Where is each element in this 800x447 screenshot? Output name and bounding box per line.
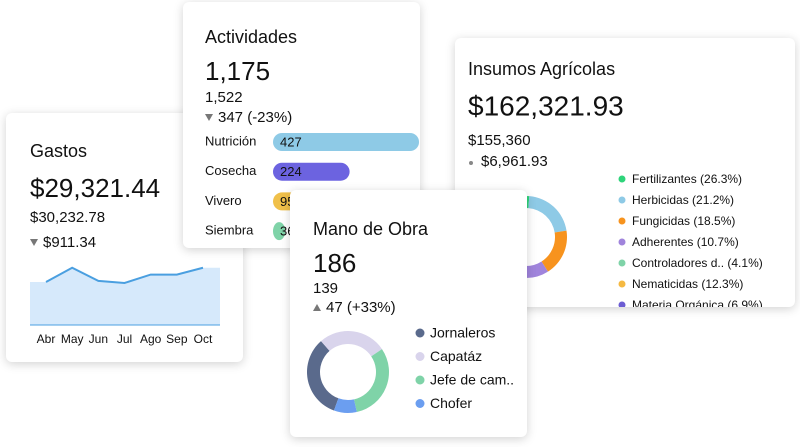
donut-segment [320, 331, 382, 357]
legend-label: Controladores d.. (4.1%) [632, 256, 763, 270]
trend-neutral [469, 161, 473, 165]
bar-category: Nutrición [205, 133, 256, 148]
change-value: $911.34 [43, 234, 96, 251]
trend-up [313, 304, 321, 311]
card-title: Actividades [205, 27, 297, 47]
card-title: Mano de Obra [313, 219, 429, 239]
donut-segment [541, 230, 567, 272]
x-tick-label: May [61, 332, 84, 346]
card-svg: Gastos $29,321.44 $30,232.78 $911.34 Abr May J… [30, 141, 220, 346]
x-tick-label: Jul [117, 332, 132, 346]
donut-segment [528, 196, 567, 233]
legend-dot [618, 196, 626, 204]
legend-label: Jornaleros [430, 325, 495, 341]
donut-segment [521, 261, 548, 278]
legend-dot [415, 399, 425, 408]
change-value: $6,961.93 [481, 153, 548, 170]
card-svg: Actividades 1,175 1,522 347 (-23%) Nutrición… [205, 27, 420, 241]
card-svg: Mano de Obra 186 139 47 (+33%) Jornaleros Cap… [307, 219, 514, 413]
x-tick-label: Abr [37, 332, 56, 346]
previous-value: 1,522 [205, 89, 243, 106]
area-line [45, 266, 204, 285]
legend-dot [618, 175, 626, 183]
x-tick-label: Ago [140, 332, 162, 346]
legend-label: Chofer [430, 395, 472, 411]
card-title: Gastos [30, 141, 87, 161]
trend-down [205, 114, 213, 121]
bar [273, 222, 286, 241]
legend-label: Herbicidas (21.2%) [632, 193, 734, 207]
legend-label: Materia Orgánica (6.9%) [632, 298, 763, 307]
legend-dot [415, 352, 425, 361]
previous-value: 139 [313, 280, 338, 297]
trend-down [30, 239, 38, 246]
bar [273, 162, 350, 181]
previous-value: $155,360 [468, 132, 531, 149]
legend-dot [618, 259, 626, 267]
legend-dot [618, 217, 626, 225]
previous-value: $30,232.78 [30, 209, 105, 226]
x-tick-label: Sep [166, 332, 188, 346]
change-value: 347 (-23%) [218, 109, 292, 126]
legend-dot [618, 238, 626, 246]
legend-label: Fungicidas (18.5%) [632, 214, 735, 228]
legend-label: Nematicidas (12.3%) [632, 277, 743, 291]
main-value: 186 [313, 248, 356, 278]
donut-segment [354, 349, 389, 413]
bar-category: Siembra [205, 223, 254, 238]
donut-segment [307, 341, 339, 411]
bar-category: Vivero [205, 193, 242, 208]
x-tick-label: Jun [89, 332, 108, 346]
mano-card: Mano de Obra 186 139 47 (+33%) Jornaleros Cap… [290, 190, 527, 437]
area-fill [30, 267, 220, 325]
main-value: $162,321.93 [468, 90, 624, 121]
legend-dot [415, 328, 425, 338]
bar-category: Cosecha [205, 163, 257, 178]
legend-label: Capatáz [430, 348, 482, 364]
bar-value: 224 [280, 164, 302, 179]
donut-segment [333, 398, 357, 413]
bar-value: 427 [280, 134, 302, 149]
x-tick-label: Oct [194, 332, 213, 346]
main-value: 1,175 [205, 56, 270, 86]
legend-dot [415, 375, 425, 385]
legend-label: Jefe de cam.. [430, 372, 514, 388]
bar [273, 133, 420, 151]
card-title: Insumos Agrícolas [468, 59, 615, 79]
legend-label: Adherentes (10.7%) [632, 235, 739, 249]
change-value: 47 (+33%) [326, 299, 396, 316]
legend-dot [618, 301, 626, 307]
legend-dot [618, 280, 626, 288]
legend-label: Fertilizantes (26.3%) [632, 172, 742, 186]
main-value: $29,321.44 [30, 173, 160, 203]
